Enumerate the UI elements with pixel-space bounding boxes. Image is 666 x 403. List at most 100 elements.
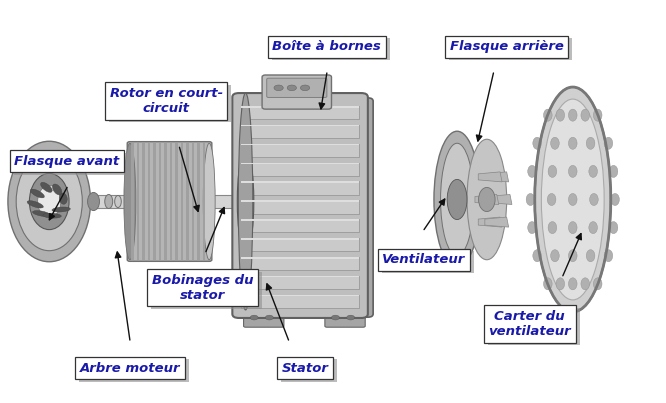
- Ellipse shape: [434, 131, 480, 268]
- Bar: [241, 162, 358, 164]
- Text: Carter du
ventilateur: Carter du ventilateur: [492, 312, 575, 341]
- Text: Bobinages du
stator: Bobinages du stator: [152, 274, 253, 302]
- Polygon shape: [485, 217, 509, 227]
- Bar: [241, 295, 358, 308]
- Bar: [159, 143, 161, 260]
- Bar: [241, 200, 358, 202]
- Bar: [202, 143, 205, 260]
- Bar: [186, 143, 188, 260]
- Ellipse shape: [548, 222, 557, 234]
- Ellipse shape: [569, 278, 577, 290]
- Ellipse shape: [527, 222, 536, 234]
- Bar: [164, 143, 166, 260]
- Bar: [148, 143, 151, 260]
- Text: Ventilateur: Ventilateur: [382, 253, 466, 266]
- Circle shape: [274, 85, 283, 91]
- Ellipse shape: [115, 195, 121, 208]
- Ellipse shape: [548, 165, 557, 177]
- Polygon shape: [488, 195, 512, 204]
- Ellipse shape: [551, 137, 559, 149]
- Text: Flasque avant: Flasque avant: [19, 157, 124, 170]
- Ellipse shape: [533, 137, 541, 149]
- Ellipse shape: [33, 211, 50, 216]
- Ellipse shape: [611, 193, 619, 206]
- Circle shape: [287, 85, 296, 91]
- Text: Ventilateur: Ventilateur: [386, 256, 470, 269]
- Text: Boîte à bornes: Boîte à bornes: [276, 43, 385, 56]
- Text: Boîte à bornes: Boîte à bornes: [272, 40, 381, 53]
- Ellipse shape: [589, 193, 598, 206]
- Bar: [170, 143, 172, 260]
- Ellipse shape: [604, 137, 613, 149]
- Ellipse shape: [526, 193, 535, 206]
- Bar: [241, 200, 358, 214]
- FancyBboxPatch shape: [127, 142, 212, 261]
- FancyBboxPatch shape: [244, 308, 284, 327]
- Bar: [241, 276, 358, 289]
- Text: Flasque avant: Flasque avant: [15, 155, 120, 168]
- Ellipse shape: [479, 187, 495, 212]
- Bar: [241, 257, 358, 259]
- Ellipse shape: [535, 87, 611, 312]
- Bar: [241, 125, 358, 127]
- Ellipse shape: [589, 165, 597, 177]
- FancyBboxPatch shape: [232, 93, 368, 318]
- Ellipse shape: [586, 137, 595, 149]
- Ellipse shape: [569, 250, 577, 262]
- Bar: [241, 238, 358, 240]
- Ellipse shape: [581, 278, 589, 290]
- Polygon shape: [475, 195, 499, 204]
- Text: Rotor en court-
circuit: Rotor en court- circuit: [114, 89, 226, 118]
- Ellipse shape: [547, 193, 556, 206]
- Bar: [192, 143, 194, 260]
- Ellipse shape: [609, 222, 618, 234]
- Ellipse shape: [59, 193, 67, 204]
- Text: Flasque arrière: Flasque arrière: [454, 43, 567, 56]
- Text: Arbre moteur: Arbre moteur: [80, 361, 180, 375]
- Ellipse shape: [43, 213, 61, 218]
- Polygon shape: [478, 172, 502, 182]
- Ellipse shape: [609, 165, 618, 177]
- Polygon shape: [485, 172, 509, 182]
- Bar: [241, 106, 358, 119]
- Ellipse shape: [543, 278, 552, 290]
- Ellipse shape: [105, 195, 113, 208]
- FancyBboxPatch shape: [325, 308, 365, 327]
- Bar: [142, 143, 145, 260]
- Circle shape: [347, 315, 354, 320]
- Ellipse shape: [8, 141, 91, 262]
- Ellipse shape: [440, 143, 474, 256]
- Ellipse shape: [31, 189, 45, 198]
- Text: Arbre moteur: Arbre moteur: [84, 364, 184, 377]
- Bar: [241, 162, 358, 176]
- Bar: [241, 125, 358, 138]
- Ellipse shape: [53, 184, 62, 195]
- Bar: [153, 143, 156, 260]
- Ellipse shape: [569, 193, 577, 206]
- Text: Rotor en court-
circuit: Rotor en court- circuit: [110, 87, 223, 115]
- Ellipse shape: [569, 165, 577, 177]
- Ellipse shape: [527, 165, 536, 177]
- Bar: [241, 257, 358, 270]
- Ellipse shape: [447, 179, 467, 220]
- Ellipse shape: [556, 278, 565, 290]
- Ellipse shape: [16, 152, 83, 251]
- Ellipse shape: [467, 139, 507, 260]
- Text: Stator: Stator: [286, 364, 332, 377]
- Ellipse shape: [593, 109, 602, 121]
- Text: Bobinages du
stator: Bobinages du stator: [156, 276, 257, 304]
- Ellipse shape: [569, 222, 577, 234]
- Ellipse shape: [556, 109, 565, 121]
- Bar: [241, 219, 358, 221]
- FancyBboxPatch shape: [262, 75, 332, 109]
- Ellipse shape: [533, 250, 541, 262]
- Circle shape: [332, 315, 340, 320]
- Bar: [241, 181, 358, 183]
- Bar: [137, 143, 139, 260]
- Ellipse shape: [124, 143, 136, 260]
- Bar: [180, 143, 183, 260]
- Bar: [241, 276, 358, 277]
- Text: Carter du
ventilateur: Carter du ventilateur: [488, 310, 571, 338]
- Ellipse shape: [593, 278, 602, 290]
- Bar: [241, 295, 358, 296]
